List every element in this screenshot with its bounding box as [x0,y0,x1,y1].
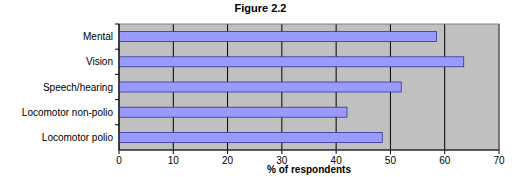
chart-container: Figure 2.2010203040506070MentalVisionSpe… [0,0,521,177]
tick-label: 60 [439,155,451,166]
bar [119,57,464,67]
tick-mark [499,150,500,154]
tick-label: 10 [168,155,180,166]
bar [119,107,347,117]
axis-line [119,24,120,150]
tick-mark [173,150,174,154]
tick-mark [119,150,120,154]
tick-mark [444,150,445,154]
bars [119,32,464,143]
grid-line [444,24,445,150]
category-label: Vision [86,56,113,67]
grid-line [119,24,120,150]
bar [119,82,401,92]
category-tick [115,124,119,125]
category-label: Locomotor polio [42,132,114,143]
plot-frame [119,24,499,150]
plot-background [119,24,499,150]
category-label: Speech/hearing [43,82,113,93]
tick-label: 20 [222,155,234,166]
category-tick [115,99,119,100]
bar [119,32,437,42]
category-tick [115,49,119,50]
category-label: Locomotor non-polio [22,107,114,118]
category-tick [115,24,119,25]
category-tick [115,74,119,75]
tick-mark [336,150,337,154]
axis-line [119,150,499,151]
tick-mark [281,150,282,154]
category-label: Mental [83,31,113,42]
tick-mark [390,150,391,154]
title: Figure 2.2 [235,2,287,14]
tick-label: 0 [116,155,122,166]
tick-label: 70 [493,155,505,166]
tick-label: 50 [385,155,397,166]
chart-svg: Figure 2.2010203040506070MentalVisionSpe… [0,0,521,177]
tick-mark [227,150,228,154]
bar [119,132,382,142]
axis-title: % of respondents [267,164,351,175]
